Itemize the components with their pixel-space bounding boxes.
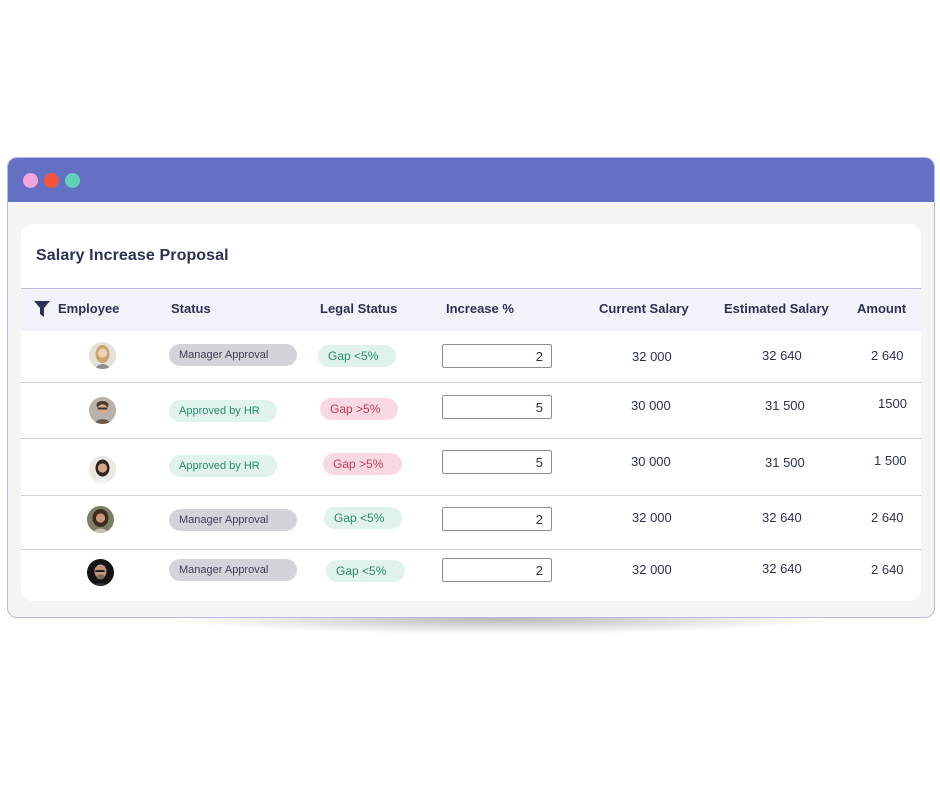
window-minimize-button[interactable] [44, 173, 59, 188]
avatar-woman-blonde [89, 342, 116, 369]
increase-percent-input[interactable] [442, 450, 552, 474]
table-row[interactable]: Manager Approval Gap <5% 32 000 32 640 2… [21, 550, 921, 601]
increase-percent-input[interactable] [442, 507, 552, 531]
increase-percent-input[interactable] [442, 395, 552, 419]
column-header-amount[interactable]: Amount [857, 301, 907, 316]
column-header-status[interactable]: Status [171, 301, 211, 316]
salary-table-card: Salary Increase Proposal Employee Status… [21, 224, 921, 601]
table-header: Employee Status Legal Status Increase % … [21, 288, 921, 331]
amount-value: 2 640 [871, 562, 904, 577]
status-badge: Manager Approval [169, 509, 297, 531]
estimated-salary-value: 31 500 [765, 455, 805, 470]
column-header-employee[interactable]: Employee [58, 301, 120, 316]
legal-status-badge: Gap <5% [324, 507, 402, 529]
current-salary-value: 32 000 [632, 349, 672, 364]
app-window: Salary Increase Proposal Employee Status… [7, 157, 935, 618]
table-row[interactable]: Approved by HR Gap >5% 30 000 31 500 150… [21, 383, 921, 439]
amount-value: 1 500 [874, 453, 907, 468]
table-row[interactable]: Approved by HR Gap >5% 30 000 31 500 1 5… [21, 439, 921, 496]
legal-status-badge: Gap >5% [320, 398, 398, 420]
estimated-salary-value: 32 640 [762, 561, 802, 576]
filter-icon[interactable] [34, 300, 50, 318]
window-titlebar [8, 158, 934, 202]
estimated-salary-value: 32 640 [762, 348, 802, 363]
column-header-current-salary[interactable]: Current Salary [599, 301, 689, 316]
amount-value: 2 640 [871, 348, 904, 363]
window-close-button[interactable] [23, 173, 38, 188]
legal-status-badge: Gap <5% [318, 345, 396, 367]
window-maximize-button[interactable] [65, 173, 80, 188]
page-title: Salary Increase Proposal [36, 247, 229, 264]
status-badge: Manager Approval [169, 344, 297, 366]
avatar-man-bald [87, 559, 114, 586]
legal-status-badge: Gap >5% [323, 453, 402, 475]
column-header-legal-status[interactable]: Legal Status [320, 301, 398, 316]
current-salary-value: 30 000 [631, 398, 671, 413]
status-badge: Manager Approval [169, 559, 297, 581]
avatar-man-glasses [89, 397, 116, 424]
current-salary-value: 32 000 [632, 510, 672, 525]
increase-percent-input[interactable] [442, 558, 552, 582]
current-salary-value: 32 000 [632, 562, 672, 577]
estimated-salary-value: 32 640 [762, 510, 802, 525]
legal-status-badge: Gap <5% [326, 560, 405, 582]
avatar-woman-curly-hair [87, 506, 114, 533]
increase-percent-input[interactable] [442, 344, 552, 368]
table-row[interactable]: Manager Approval Gap <5% 32 000 32 640 2… [21, 496, 921, 550]
current-salary-value: 30 000 [631, 454, 671, 469]
table-row[interactable]: Manager Approval Gap <5% 32 000 32 640 2… [21, 330, 921, 383]
column-header-increase[interactable]: Increase % [446, 301, 514, 316]
status-badge: Approved by HR [169, 455, 277, 477]
column-header-estimated-salary[interactable]: Estimated Salary [724, 301, 829, 316]
amount-value: 2 640 [871, 510, 904, 525]
avatar-woman-dark-hair [89, 456, 116, 483]
estimated-salary-value: 31 500 [765, 398, 805, 413]
status-badge: Approved by HR [169, 400, 277, 422]
amount-value: 1500 [878, 396, 907, 411]
